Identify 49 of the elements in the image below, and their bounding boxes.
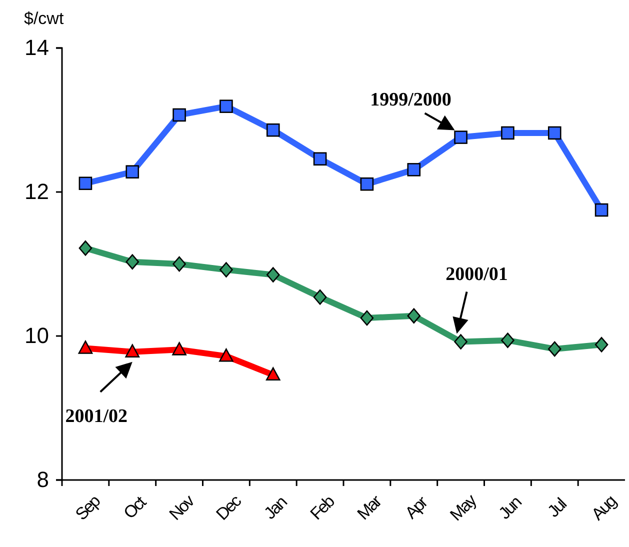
y-tick-label: 12	[24, 179, 49, 204]
point	[78, 176, 92, 190]
point	[220, 262, 233, 278]
point	[126, 254, 140, 270]
x-tick-label: Jun	[495, 492, 526, 523]
x-tick-label: May	[446, 490, 481, 525]
point	[594, 203, 608, 217]
point	[501, 126, 514, 140]
x-tick-label: Sep	[72, 492, 104, 524]
x-tick-label: Nov	[166, 490, 199, 524]
point	[266, 367, 280, 381]
point	[407, 308, 421, 324]
point	[594, 336, 608, 352]
y-axis-title: $/cwt	[24, 9, 64, 28]
point	[454, 334, 468, 350]
point	[313, 289, 327, 305]
x-tick-label: Mar	[354, 491, 386, 524]
x-tick-label: Oct	[120, 492, 150, 523]
point	[172, 256, 186, 272]
x-tick-label: Feb	[306, 492, 338, 524]
point	[219, 348, 234, 362]
point	[266, 267, 280, 282]
x-tick-label: Jan	[260, 492, 291, 523]
x-tick-label: Jul	[544, 494, 570, 521]
annotation: 1999/2000	[370, 89, 452, 110]
point	[220, 100, 233, 113]
x-tick-label: Dec	[212, 490, 246, 524]
point	[266, 123, 280, 137]
x-tick-label: Apr	[402, 492, 432, 523]
point	[172, 342, 186, 356]
point	[548, 126, 562, 140]
point	[360, 177, 374, 191]
point	[125, 344, 140, 358]
x-tick-label: Aug	[588, 492, 620, 524]
point	[501, 332, 514, 348]
point	[407, 163, 421, 176]
point	[454, 130, 468, 144]
point	[126, 165, 140, 178]
point	[548, 341, 562, 357]
point	[78, 240, 92, 256]
annotation: 2000/01	[446, 264, 508, 285]
y-tick-label: 14	[24, 35, 49, 60]
point	[313, 152, 327, 166]
y-tick-label: 10	[24, 323, 49, 348]
y-tick-label: 8	[36, 467, 49, 492]
point	[360, 310, 374, 326]
point	[78, 340, 93, 354]
annotation: 2001/02	[65, 406, 128, 427]
point	[172, 108, 186, 122]
